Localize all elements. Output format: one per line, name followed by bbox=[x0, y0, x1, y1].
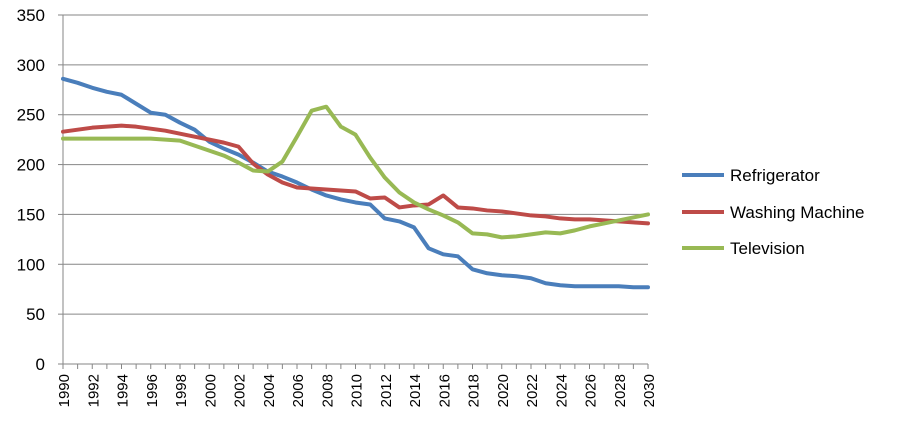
y-tick-label: 100 bbox=[17, 255, 45, 274]
series-line-refrigerator bbox=[61, 76, 650, 290]
x-tick-label: 2002 bbox=[232, 374, 249, 407]
x-tick-label: 2026 bbox=[583, 374, 600, 407]
legend-label: Washing Machine bbox=[730, 203, 865, 222]
y-tick-label: 0 bbox=[36, 355, 45, 374]
x-tick-label: 1994 bbox=[115, 374, 132, 407]
series-line-television bbox=[61, 104, 650, 240]
legend-label: Refrigerator bbox=[730, 166, 820, 185]
x-tick-label: 2028 bbox=[612, 374, 629, 407]
y-tick-label: 50 bbox=[26, 305, 45, 324]
x-tick-label: 2016 bbox=[436, 374, 453, 407]
x-tick-label: 2014 bbox=[407, 374, 424, 407]
x-tick-label: 2024 bbox=[553, 374, 570, 407]
x-tick-label: 2000 bbox=[202, 374, 219, 407]
x-tick-label: 2010 bbox=[349, 374, 366, 407]
y-tick-label: 300 bbox=[17, 56, 45, 75]
x-tick-label: 1998 bbox=[173, 374, 190, 407]
x-tick-label: 1996 bbox=[144, 374, 161, 407]
x-tick-label: 2018 bbox=[466, 374, 483, 407]
x-tick-label: 2004 bbox=[261, 374, 278, 407]
gridlines bbox=[63, 14, 648, 315]
x-tick-label: 2020 bbox=[495, 374, 512, 407]
y-tick-label: 250 bbox=[17, 106, 45, 125]
axes: 0 50 100 150 200 250 300 350 1990 1992 1994 1996 199… bbox=[17, 6, 658, 407]
legend: Refrigerator Washing Machine Television bbox=[682, 166, 865, 258]
y-tick-label: 200 bbox=[17, 156, 45, 175]
y-tick-label: 350 bbox=[17, 6, 45, 25]
series-lines bbox=[61, 76, 650, 290]
x-tick-label: 2022 bbox=[524, 374, 541, 407]
legend-label: Television bbox=[730, 239, 805, 258]
x-tick-label: 2008 bbox=[319, 374, 336, 407]
x-tick-label: 2006 bbox=[290, 374, 307, 407]
y-tick-label: 150 bbox=[17, 205, 45, 224]
x-tick-label: 1990 bbox=[56, 374, 73, 407]
x-tick-label: 2012 bbox=[378, 374, 395, 407]
x-tick-label: 2030 bbox=[641, 374, 658, 407]
series-line-washing-machine bbox=[61, 123, 650, 226]
x-tick-label: 1992 bbox=[85, 374, 102, 407]
